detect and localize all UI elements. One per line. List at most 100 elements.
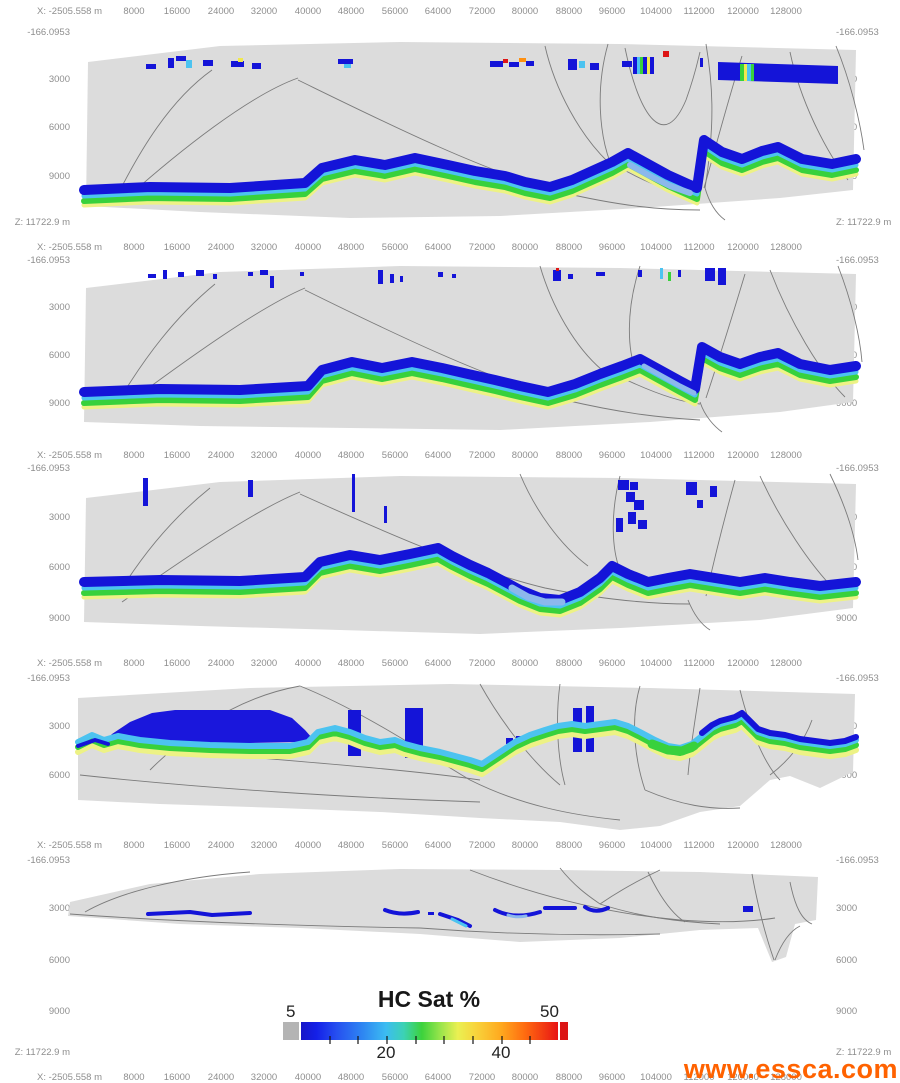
depth-axis-label: 9000 xyxy=(836,1006,858,1017)
depth-axis-label: 9000 xyxy=(48,398,70,409)
x-origin-label: X: -2505.558 m xyxy=(37,242,102,253)
x-ruler-5: X: -2505.558 m 8000 16000 24000 32000 40000 4… xyxy=(0,840,900,852)
x-axis-tick-label: 16000 xyxy=(163,658,191,669)
x-ruler-1: X: -2505.558 m 8000 16000 24000 32000 40000 4… xyxy=(0,6,900,18)
x-axis-tick-label: 128000 xyxy=(770,6,802,17)
x-axis-tick-label: 104000 xyxy=(640,658,672,669)
colorbar-title: HC Sat % xyxy=(377,986,481,1012)
x-axis-tick-label: 24000 xyxy=(207,658,235,669)
x-axis-tick-label: 24000 xyxy=(207,242,235,253)
x-axis-tick-label: 104000 xyxy=(640,840,672,851)
x-axis-tick-label: 88000 xyxy=(555,658,583,669)
x-axis-tick-label: 112000 xyxy=(683,658,715,669)
depth-axis-label: 6000 xyxy=(836,770,858,781)
colorbar-tick-label: 20 xyxy=(376,1043,396,1062)
x-axis-tick-label: 120000 xyxy=(727,6,759,17)
x-ruler-4: X: -2505.558 m 8000 16000 24000 32000 40000 4… xyxy=(0,658,900,670)
x-axis-tick-label: 56000 xyxy=(381,658,409,669)
section-body xyxy=(84,476,856,634)
x-axis-tick-label: 72000 xyxy=(468,6,496,17)
x-axis-tick-label: 104000 xyxy=(640,242,672,253)
x-axis-tick-label: 88000 xyxy=(555,6,583,17)
x-axis-tick-label: 64000 xyxy=(424,658,452,669)
depth-axis-label: 6000 xyxy=(48,770,70,781)
x-axis-tick-label: 32000 xyxy=(250,840,278,851)
x-axis-tick-label: 56000 xyxy=(381,242,409,253)
cross-section-panel-1 xyxy=(0,42,865,221)
cross-section-panel-2 xyxy=(0,265,863,433)
x-axis-tick-label: 64000 xyxy=(424,840,452,851)
x-axis-tick-label: 96000 xyxy=(598,1072,626,1083)
x-axis-tick-label: 88000 xyxy=(555,450,583,461)
x-axis-tick-label: 24000 xyxy=(207,450,235,461)
x-axis-tick-label: 8000 xyxy=(123,840,145,851)
depth-axis-label: 9000 xyxy=(836,398,858,409)
x-axis-tick-label: 80000 xyxy=(511,658,539,669)
x-axis-tick-label: 128000 xyxy=(770,658,802,669)
x-origin-label: X: -2505.558 m xyxy=(37,658,102,669)
x-axis-tick-label: 16000 xyxy=(163,242,191,253)
x-axis-tick-label: 88000 xyxy=(555,1072,583,1083)
depth-axis-label: 6000 xyxy=(48,562,70,573)
saturation-band xyxy=(84,347,856,407)
depth-axis-label: -166.0953 xyxy=(836,463,879,474)
x-axis-tick-label: 64000 xyxy=(424,6,452,17)
depth-axis-label: 3000 xyxy=(48,74,70,85)
x-axis-tick-label: 64000 xyxy=(424,450,452,461)
watermark: www.essca.com xyxy=(683,1054,898,1083)
x-axis-tick-label: 80000 xyxy=(511,1072,539,1083)
x-axis-tick-label: 56000 xyxy=(381,450,409,461)
x-axis-tick-label: 32000 xyxy=(250,658,278,669)
depth-axis-label: Z: 11722.9 m xyxy=(14,1047,70,1058)
x-axis-tick-label: 40000 xyxy=(294,658,322,669)
depth-axis-label: Z: 11722.9 m xyxy=(836,1047,892,1058)
depth-axis-label: 9000 xyxy=(48,1006,70,1017)
fault-lines xyxy=(69,867,813,961)
x-axis-tick-label: 96000 xyxy=(598,840,626,851)
colorbar-tick-mark xyxy=(329,1036,331,1044)
x-axis-tick-label: 112000 xyxy=(683,242,715,253)
colorbar-tick-mark xyxy=(529,1036,531,1044)
x-axis-tick-label: 40000 xyxy=(294,6,322,17)
x-axis-tick-label: 80000 xyxy=(511,242,539,253)
cross-section-panel-4 xyxy=(0,683,859,830)
depth-axis-label: -166.0953 xyxy=(836,673,879,684)
x-origin-label: X: -2505.558 m xyxy=(37,450,102,461)
x-axis-tick-label: 56000 xyxy=(381,840,409,851)
colorbar-max-label: 50 xyxy=(540,1002,559,1021)
x-axis-tick-label: 24000 xyxy=(207,6,235,17)
saturation-band xyxy=(84,548,856,615)
saturation-stringers xyxy=(146,905,753,928)
colorbar-min-label: 5 xyxy=(286,1002,296,1021)
x-axis-tick-label: 56000 xyxy=(381,6,409,17)
x-axis-tick-label: 88000 xyxy=(555,840,583,851)
x-axis-tick-label: 40000 xyxy=(294,450,322,461)
x-axis-tick-label: 32000 xyxy=(250,242,278,253)
saturation-patches xyxy=(148,268,726,288)
depth-axis-label: 3000 xyxy=(48,903,70,914)
x-axis-tick-label: 120000 xyxy=(727,658,759,669)
x-axis-tick-label: 8000 xyxy=(123,450,145,461)
x-axis-tick-label: 8000 xyxy=(123,658,145,669)
depth-axis-label: 9000 xyxy=(836,613,858,624)
x-axis-tick-label: 64000 xyxy=(424,1072,452,1083)
x-axis-tick-label: 48000 xyxy=(337,1072,365,1083)
depth-axis-label: -166.0953 xyxy=(27,255,70,266)
x-axis-tick-label: 48000 xyxy=(337,6,365,17)
x-axis-tick-label: 16000 xyxy=(163,450,191,461)
x-axis-tick-label: 40000 xyxy=(294,1072,322,1083)
depth-axis-label: -166.0953 xyxy=(27,855,70,866)
depth-axis-label: 3000 xyxy=(48,302,70,313)
depth-axis-label: 3000 xyxy=(48,721,70,732)
x-axis-tick-label: 72000 xyxy=(468,1072,496,1083)
x-origin-label: X: -2505.558 m xyxy=(37,6,102,17)
depth-axis-label: -166.0953 xyxy=(27,673,70,684)
x-axis-tick-label: 72000 xyxy=(468,658,496,669)
x-axis-tick-label: 48000 xyxy=(337,658,365,669)
saturation-band xyxy=(84,140,856,205)
depth-axis-label: Z: 11722.9 m xyxy=(14,217,70,228)
x-axis-tick-label: 24000 xyxy=(207,1072,235,1083)
x-axis-tick-label: 104000 xyxy=(640,6,672,17)
x-axis-tick-label: 96000 xyxy=(598,242,626,253)
colorbar-tick-mark xyxy=(386,1036,388,1044)
